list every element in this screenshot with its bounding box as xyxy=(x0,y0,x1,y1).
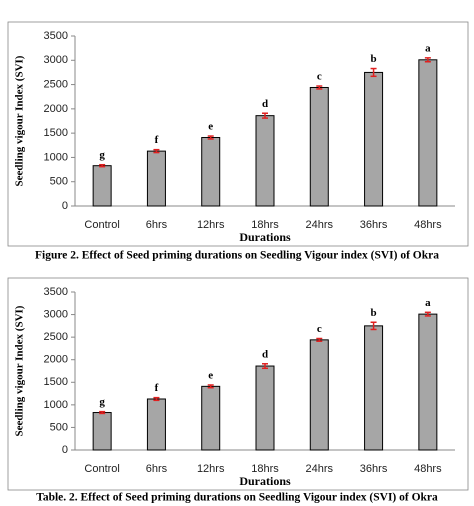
annotation: a xyxy=(425,297,431,309)
x-tick-label: Control xyxy=(84,463,119,475)
x-tick-label: 24hrs xyxy=(306,463,334,475)
error-bar xyxy=(153,396,160,402)
error-bar xyxy=(316,85,323,90)
y-tick-label: 3500 xyxy=(44,286,68,298)
error-bar xyxy=(99,410,106,415)
frame xyxy=(7,21,469,247)
annotation: b xyxy=(371,53,377,65)
error-bar xyxy=(262,112,268,119)
bar xyxy=(309,86,329,207)
y-tick-label: 2500 xyxy=(44,331,68,343)
y-tick-label: 1500 xyxy=(44,127,68,139)
y-tick-label: 1500 xyxy=(44,376,68,388)
annotation: f xyxy=(155,382,159,394)
x-tick-label: 24hrs xyxy=(306,219,334,231)
annotation: c xyxy=(317,323,322,335)
y-tick-label: 500 xyxy=(50,176,68,188)
frame xyxy=(7,277,469,491)
x-tick-label: 6hrs xyxy=(146,219,168,231)
error-bar xyxy=(424,57,431,63)
bar xyxy=(364,71,384,207)
error-bar xyxy=(207,135,214,140)
bar xyxy=(92,412,112,451)
error-bar xyxy=(153,148,160,154)
annotation: g xyxy=(99,149,105,161)
error-bar xyxy=(370,67,377,78)
y-tick-label: 2500 xyxy=(44,78,68,90)
error-bar xyxy=(316,337,323,342)
x-tick-label: 6hrs xyxy=(146,463,168,475)
bar xyxy=(255,365,275,451)
annotation: a xyxy=(425,42,431,54)
x-tick-label: 12hrs xyxy=(197,463,225,475)
y-tick-label: 2000 xyxy=(44,354,68,366)
y-tick-label: 0 xyxy=(62,200,68,212)
bar xyxy=(146,150,166,207)
y-tick-label: 2000 xyxy=(44,103,68,115)
caption: Table. 2. Effect of Seed priming duratio… xyxy=(36,492,438,504)
y-tick-label: 3000 xyxy=(44,54,68,66)
x-tick-label: 18hrs xyxy=(251,219,279,231)
x-tick-label: 36hrs xyxy=(360,463,388,475)
x-tick-label: 18hrs xyxy=(251,463,279,475)
caption: Figure 2. Effect of Seed priming duratio… xyxy=(35,250,439,262)
error-bar xyxy=(207,384,214,389)
error-bar xyxy=(262,363,268,370)
x-tick-label: 36hrs xyxy=(360,219,388,231)
x-tick-label: Control xyxy=(84,219,119,231)
bar xyxy=(201,137,221,207)
error-bar xyxy=(370,321,377,331)
annotation: f xyxy=(155,134,159,146)
bar xyxy=(92,165,112,207)
x-tick-label: 48hrs xyxy=(414,219,442,231)
y-tick-label: 3500 xyxy=(44,30,68,42)
bar xyxy=(418,313,438,451)
x-tick-label: 48hrs xyxy=(414,463,442,475)
error-bar xyxy=(99,163,106,168)
bar xyxy=(418,59,438,207)
y-axis-label: Seedling vigour Index (SVI) xyxy=(14,55,26,186)
annotation: c xyxy=(317,71,322,83)
annotation: d xyxy=(262,348,268,360)
x-tick-label: 12hrs xyxy=(197,219,225,231)
bar xyxy=(364,325,384,451)
annotation: e xyxy=(208,370,213,382)
y-tick-label: 3000 xyxy=(44,308,68,320)
y-tick-label: 1000 xyxy=(44,399,68,411)
bar xyxy=(146,398,166,451)
y-tick-label: 500 xyxy=(50,421,68,433)
bar xyxy=(309,339,329,451)
y-axis-label: Seedling vigour Index (SVI) xyxy=(14,305,26,436)
annotation: b xyxy=(371,307,377,319)
y-tick-label: 1000 xyxy=(44,151,68,163)
annotation: d xyxy=(262,98,268,110)
bar xyxy=(255,115,275,207)
bar xyxy=(201,385,221,451)
annotation: g xyxy=(99,396,105,408)
x-axis-label: Durations xyxy=(239,474,291,488)
error-bar xyxy=(424,311,431,317)
annotation: e xyxy=(208,121,213,133)
x-axis-label: Durations xyxy=(239,230,291,244)
y-tick-label: 0 xyxy=(62,444,68,456)
